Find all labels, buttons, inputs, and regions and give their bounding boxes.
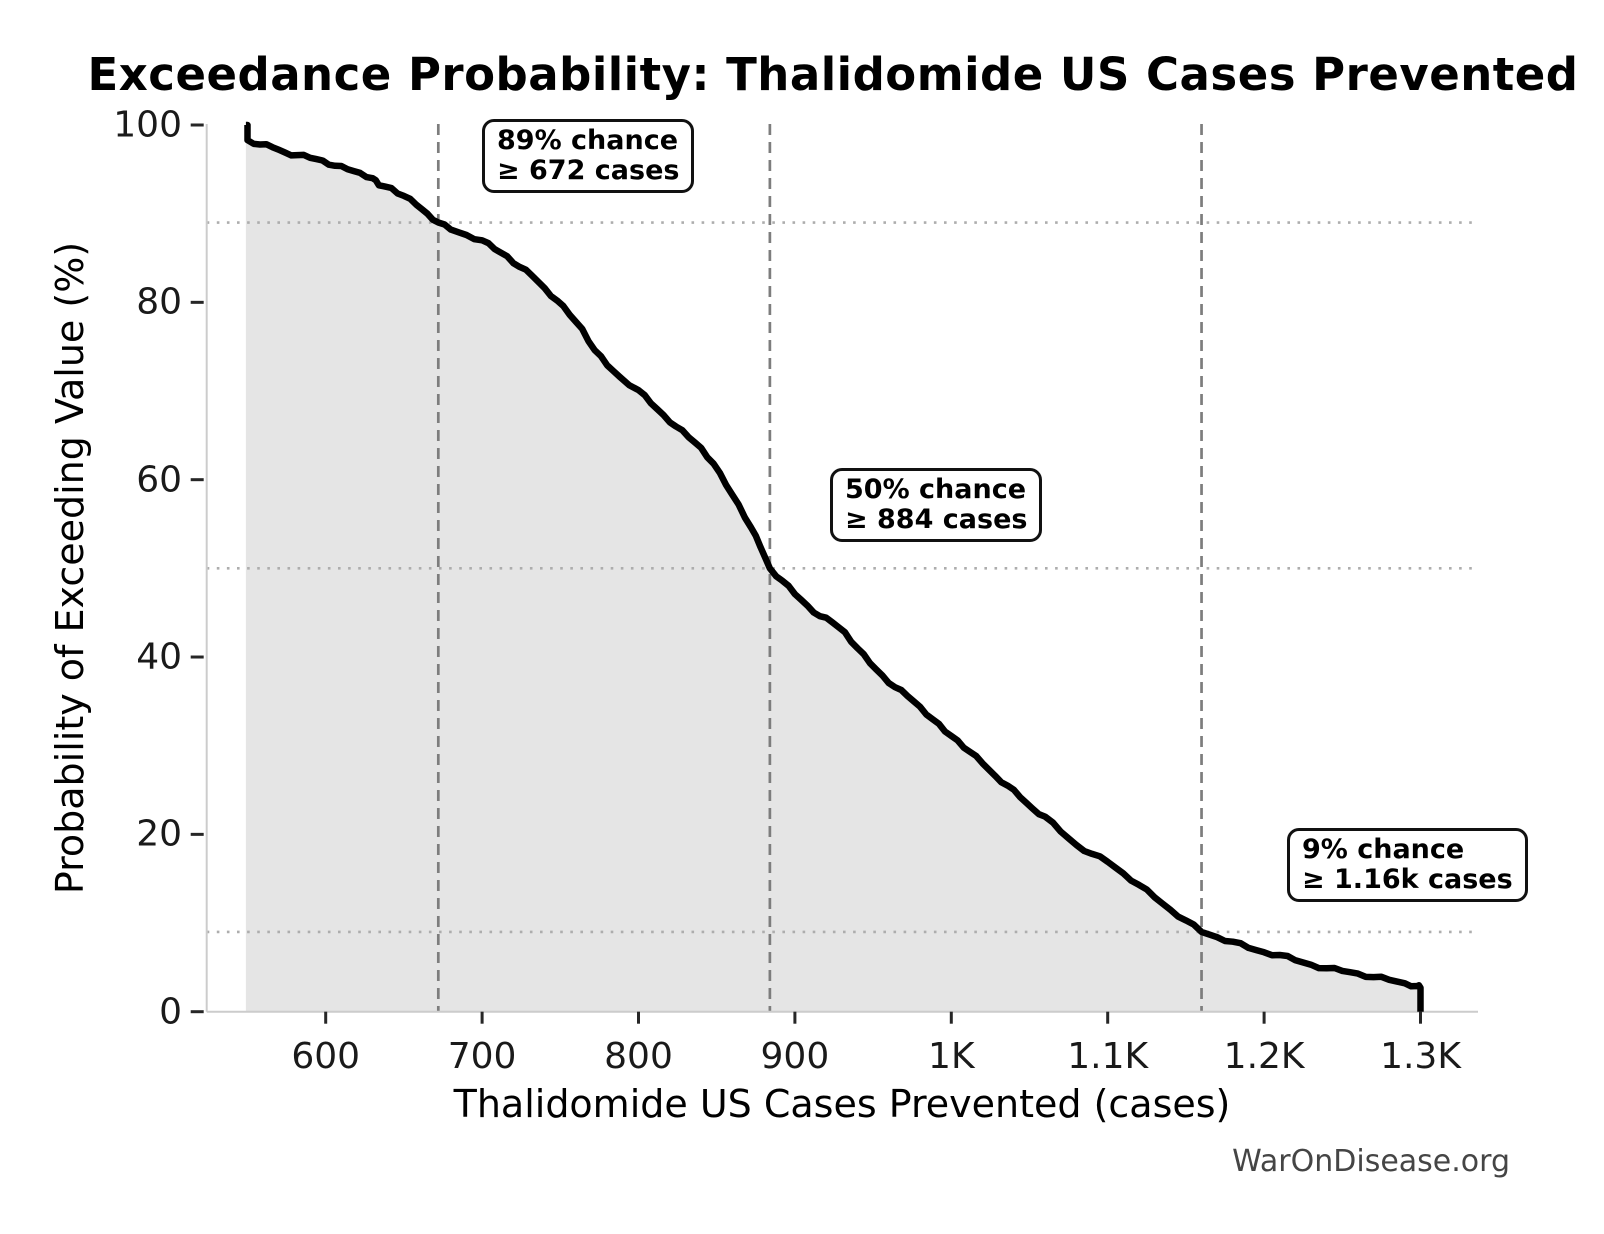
- x-tick-label-1.2K: 1.2K: [1223, 1036, 1305, 1077]
- annotation-9pct-line2: ≥ 1.16k cases: [1302, 864, 1513, 895]
- x-tick-label-1.1K: 1.1K: [1067, 1036, 1149, 1077]
- x-axis-label: Thalidomide US Cases Prevented (cases): [453, 1082, 1231, 1126]
- annotation-9pct-line1: 9% chance: [1302, 834, 1465, 865]
- annotation-89pct-line1: 89% chance: [497, 125, 679, 156]
- curve-fill-area: [245, 125, 1421, 1012]
- annotation-89pct-line2: ≥ 672 cases: [497, 155, 680, 186]
- x-tick-label-900: 900: [760, 1036, 830, 1077]
- y-tick-label-60: 60: [136, 459, 182, 501]
- x-tick-label-800: 800: [604, 1036, 673, 1077]
- watermark-text: WarOnDisease.org: [1232, 1144, 1510, 1179]
- x-tick-label-600: 600: [291, 1036, 361, 1077]
- annotation-9pct: 9% chance ≥ 1.16k cases: [1287, 828, 1528, 902]
- annotation-50pct-line1: 50% chance: [845, 474, 1027, 505]
- y-tick-label-0: 0: [159, 991, 182, 1033]
- chart-title: Exceedance Probability: Thalidomide US C…: [87, 48, 1579, 101]
- y-tick-label-100: 100: [113, 104, 182, 146]
- y-tick-label-40: 40: [136, 636, 182, 678]
- y-tick-label-20: 20: [136, 813, 182, 855]
- annotation-50pct: 50% chance ≥ 884 cases: [830, 468, 1043, 542]
- x-tick-label-1.3K: 1.3K: [1380, 1036, 1461, 1077]
- x-tick-label-1K: 1K: [928, 1036, 975, 1077]
- x-tick-label-700: 700: [447, 1036, 517, 1077]
- y-axis-label: Probability of Exceeding Value (%): [48, 241, 92, 895]
- annotation-50pct-line2: ≥ 884 cases: [845, 504, 1028, 535]
- annotation-89pct: 89% chance ≥ 672 cases: [482, 119, 695, 193]
- y-tick-label-80: 80: [136, 281, 182, 323]
- exceedance-curve: [244, 121, 1424, 1012]
